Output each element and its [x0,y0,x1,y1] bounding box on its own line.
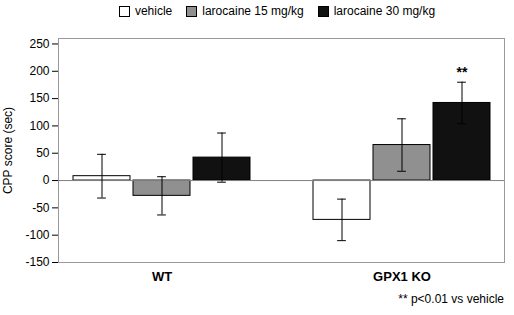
svg-text:0: 0 [43,173,50,187]
svg-text:-50: -50 [32,201,50,215]
svg-text:WT: WT [152,269,172,284]
svg-text:200: 200 [29,64,49,78]
svg-text:100: 100 [29,119,49,133]
svg-text:50: 50 [36,146,50,160]
html-text:vehicle: vehicle [134,4,173,18]
html-text:larocaine 15 mg/kg: larocaine 15 mg/kg [202,4,304,18]
svg-text:150: 150 [29,91,49,105]
svg-text:**: ** [457,64,468,80]
html-text:** p<0.01 vs vehicle: ** p<0.01 vs vehicle [398,292,504,306]
html-text:larocaine 30 mg/kg: larocaine 30 mg/kg [333,4,436,18]
svg-text:-100: -100 [25,228,49,242]
svg-text:250: 250 [29,37,49,51]
svg-text:GPX1 KO: GPX1 KO [373,269,431,284]
svg-text:-150: -150 [25,255,49,269]
svg-text:CPP score (sec): CPP score (sec) [1,107,15,194]
